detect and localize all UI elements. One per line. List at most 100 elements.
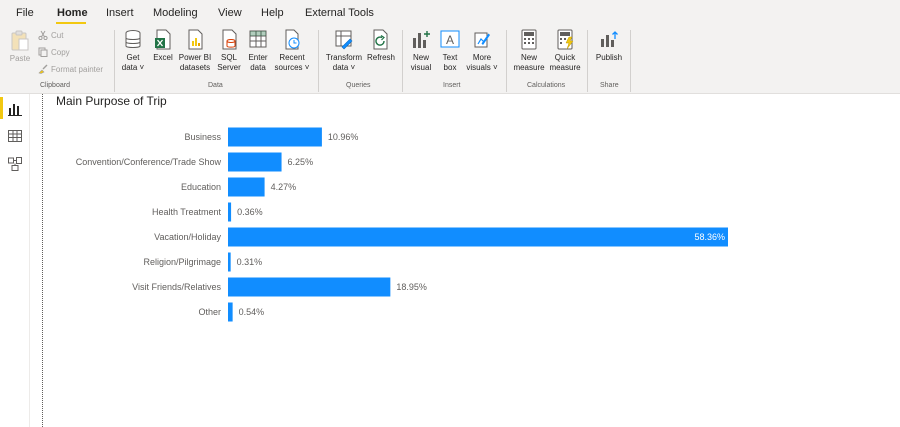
text-box-icon: A — [440, 30, 460, 48]
view-switcher-rail — [0, 94, 30, 427]
insert-group-label: Insert — [443, 82, 461, 89]
share-group-label: Share — [600, 82, 619, 89]
new-measure-button[interactable]: New measure — [510, 29, 548, 73]
excel-button[interactable]: Excel — [150, 29, 176, 63]
new-measure-label-2: measure — [513, 63, 545, 72]
sql-server-button[interactable]: SQL Server — [215, 29, 243, 73]
sql-label: SQL — [220, 53, 237, 62]
refresh-label: Refresh — [366, 53, 395, 62]
more-visuals-icon — [474, 32, 490, 48]
more-visuals-label-2: visuals ˅ — [466, 63, 498, 72]
data-label: 4.27% — [271, 182, 297, 192]
category-label: Health Treatment — [152, 207, 222, 217]
publish-label: Publish — [595, 53, 623, 62]
canvas-boundary — [42, 94, 43, 427]
data-group-label: Data — [208, 82, 223, 89]
menu-external-tools[interactable]: External Tools — [305, 7, 374, 19]
data-label: 0.31% — [237, 257, 263, 267]
ribbon-separator — [506, 30, 507, 92]
active-tab-indicator — [56, 22, 86, 24]
bar[interactable] — [228, 277, 391, 297]
model-view-icon[interactable] — [7, 156, 23, 172]
ribbon-separator — [402, 30, 403, 92]
copy-button[interactable]: Copy — [38, 47, 70, 57]
paste-icon — [11, 30, 29, 51]
paste-button[interactable]: Paste — [8, 30, 32, 64]
data-label: 6.25% — [288, 157, 314, 167]
recent-sources-button[interactable]: Recent sources ˅ — [272, 29, 312, 73]
category-label: Religion/Pilgrimage — [143, 257, 221, 267]
quick-measure-icon — [557, 29, 574, 50]
sql-label-2: Server — [217, 63, 241, 72]
format-painter-label: Format painter — [51, 64, 104, 74]
bar[interactable] — [228, 227, 728, 247]
category-label: Visit Friends/Relatives — [132, 282, 221, 292]
sql-server-icon — [222, 29, 237, 50]
menu-modeling[interactable]: Modeling — [153, 7, 198, 19]
bar[interactable] — [228, 177, 265, 197]
category-label: Vacation/Holiday — [154, 232, 221, 242]
more-visuals-button[interactable]: More visuals ˅ — [464, 29, 500, 73]
ribbon-separator — [587, 30, 588, 92]
format-painter-button[interactable]: Format painter — [38, 64, 103, 74]
bar[interactable] — [228, 152, 282, 172]
bar[interactable] — [228, 127, 322, 147]
more-visuals-label: More — [472, 53, 492, 62]
enter-data-label-2: data — [250, 63, 266, 72]
powerbi-label: Power BI — [178, 53, 212, 62]
clipboard-group-label: Clipboard — [40, 82, 70, 89]
text-box-label-2: box — [443, 63, 457, 72]
publish-icon — [601, 31, 618, 47]
copy-icon — [38, 47, 48, 57]
data-label: 18.95% — [396, 282, 427, 292]
new-visual-label-2: visual — [410, 63, 432, 72]
transform-label: Transform — [325, 53, 363, 62]
table-icon — [249, 30, 267, 48]
report-view-icon[interactable] — [7, 101, 23, 117]
queries-group-label: Queries — [346, 82, 371, 89]
refresh-icon — [373, 29, 388, 50]
get-data-label-2: data ˅ — [121, 63, 145, 72]
menu-view[interactable]: View — [218, 7, 242, 19]
transform-data-icon — [335, 30, 353, 50]
menu-home[interactable]: Home — [57, 7, 88, 19]
refresh-button[interactable]: Refresh — [365, 29, 397, 63]
excel-label: Excel — [153, 53, 173, 62]
svg-text:A: A — [446, 33, 454, 47]
bar[interactable] — [228, 202, 232, 222]
menu-file[interactable]: File — [16, 7, 34, 19]
ribbon: Paste Cut Copy Format painter Clipboard — [0, 26, 900, 94]
recent-sources-icon — [285, 29, 300, 50]
enter-data-label: Enter — [248, 53, 268, 62]
publish-button[interactable]: Publish — [593, 29, 625, 63]
bar[interactable] — [228, 302, 233, 322]
quick-measure-button[interactable]: Quick measure — [548, 29, 582, 73]
text-box-button[interactable]: A Text box — [437, 29, 463, 73]
new-visual-button[interactable]: New visual — [406, 29, 436, 73]
enter-data-button[interactable]: Enter data — [245, 29, 271, 73]
text-box-label: Text — [442, 53, 458, 62]
recent-label: Recent — [279, 53, 305, 62]
category-label: Business — [184, 132, 221, 142]
transform-data-button[interactable]: Transform data ˅ — [322, 29, 366, 73]
get-data-button[interactable]: Get data ˅ — [118, 29, 148, 73]
powerbi-datasets-button[interactable]: Power BI datasets — [177, 29, 213, 73]
visual-title: Main Purpose of Trip — [56, 94, 167, 108]
menu-help[interactable]: Help — [261, 7, 284, 19]
bar[interactable] — [228, 252, 231, 272]
data-label: 58.36% — [694, 232, 725, 242]
calculations-group-label: Calculations — [527, 82, 566, 89]
data-label: 0.54% — [239, 307, 265, 317]
quick-measure-label: Quick — [554, 53, 576, 62]
cut-label: Cut — [51, 30, 64, 40]
cut-button[interactable]: Cut — [38, 30, 63, 40]
dataset-icon — [188, 29, 203, 50]
menu-insert[interactable]: Insert — [106, 7, 134, 19]
data-view-icon[interactable] — [7, 128, 23, 144]
category-label: Convention/Conference/Trade Show — [76, 157, 222, 167]
quick-measure-label-2: measure — [549, 63, 581, 72]
recent-label-2: sources ˅ — [274, 63, 310, 72]
menu-bar: File Home Insert Modeling View Help Exte… — [0, 0, 900, 26]
get-data-label: Get — [126, 53, 140, 62]
